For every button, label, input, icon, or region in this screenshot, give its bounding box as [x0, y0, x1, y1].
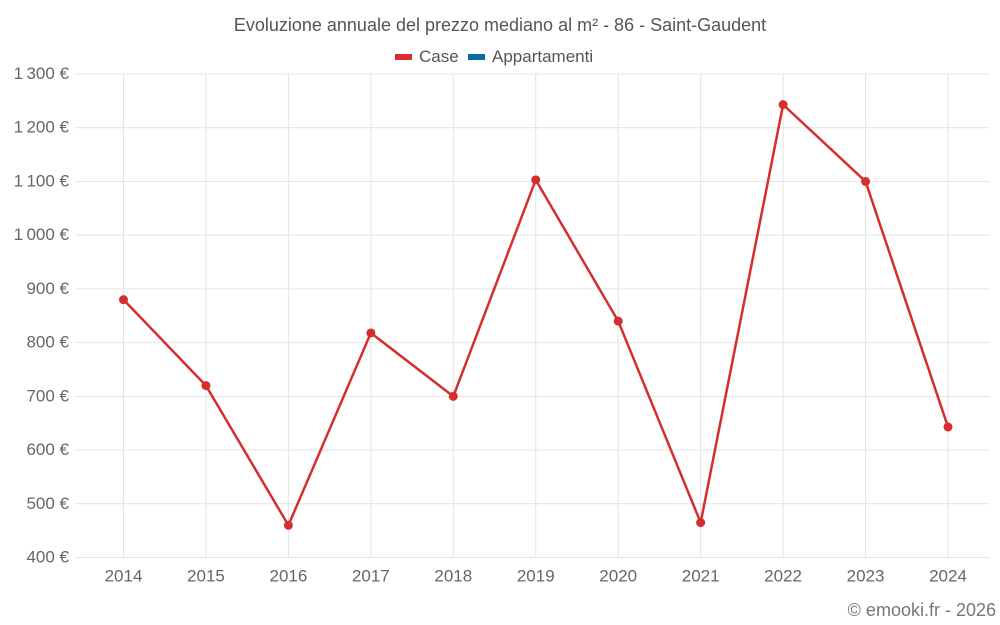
svg-text:2016: 2016	[269, 567, 307, 586]
svg-text:900 €: 900 €	[26, 279, 69, 298]
svg-text:600 €: 600 €	[26, 440, 69, 459]
svg-text:2020: 2020	[599, 567, 637, 586]
svg-text:800 €: 800 €	[26, 333, 69, 352]
svg-text:2015: 2015	[187, 567, 225, 586]
svg-text:500 €: 500 €	[26, 494, 69, 513]
svg-text:2021: 2021	[682, 567, 720, 586]
svg-text:2019: 2019	[517, 567, 555, 586]
svg-text:2017: 2017	[352, 567, 390, 586]
svg-text:2023: 2023	[847, 567, 885, 586]
svg-text:2022: 2022	[764, 567, 802, 586]
svg-text:2024: 2024	[929, 567, 967, 586]
svg-text:2014: 2014	[105, 567, 143, 586]
svg-text:1 000 €: 1 000 €	[14, 225, 70, 244]
svg-text:2018: 2018	[434, 567, 472, 586]
svg-text:400 €: 400 €	[26, 548, 69, 567]
svg-text:1 200 €: 1 200 €	[14, 118, 70, 137]
svg-text:700 €: 700 €	[26, 386, 69, 405]
svg-text:1 300 €: 1 300 €	[14, 64, 70, 83]
svg-text:1 100 €: 1 100 €	[14, 171, 70, 190]
